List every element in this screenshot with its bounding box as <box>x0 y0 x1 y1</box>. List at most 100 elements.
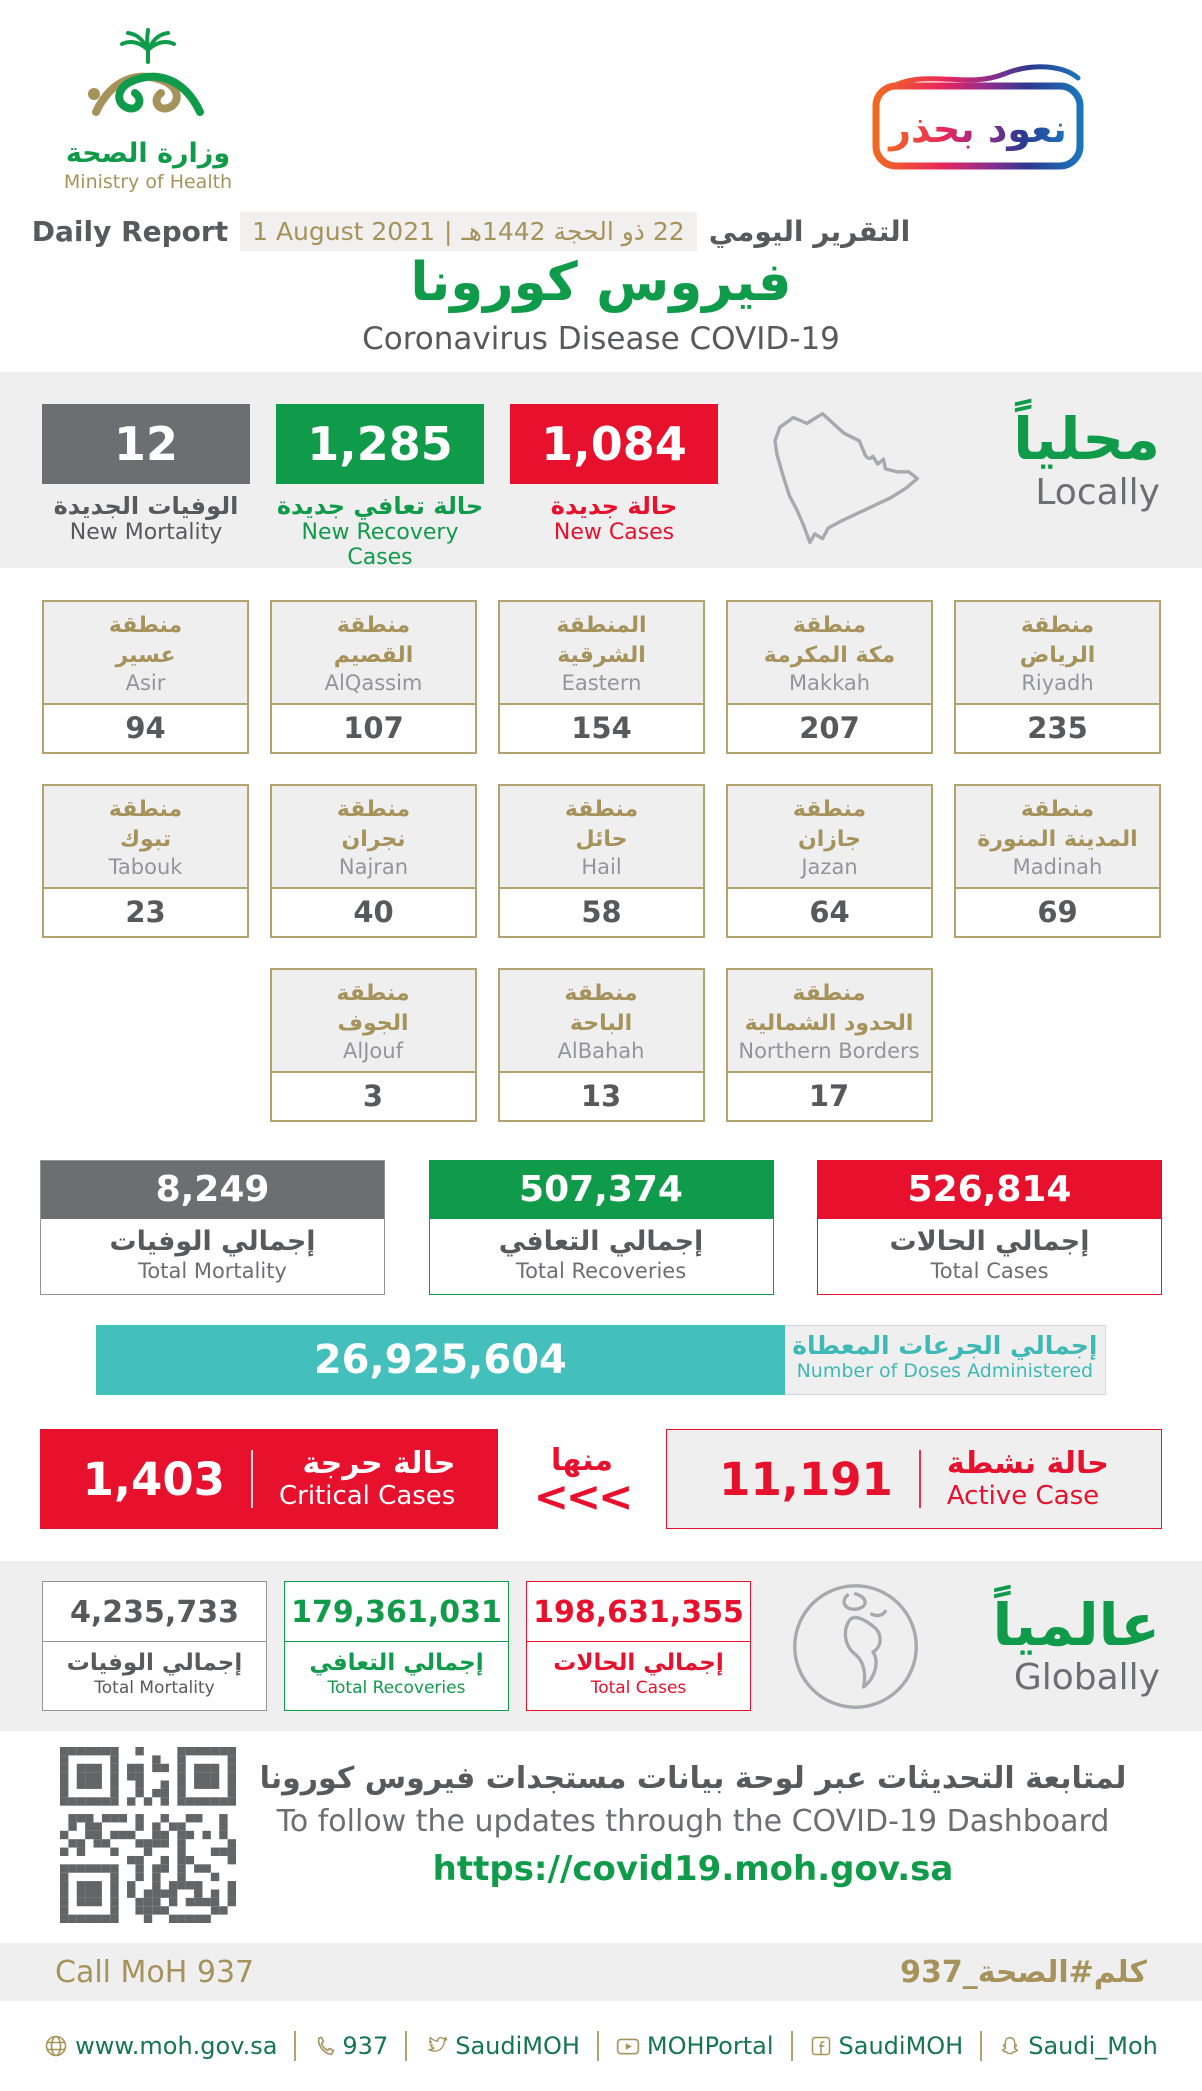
chevrons-left-icon: <<< <box>533 1471 634 1521</box>
dashboard-text: لمتابعة التحديثات عبر لوحة بيانات مستجدا… <box>236 1747 1150 1929</box>
dashboard-line-en: To follow the updates through the COVID-… <box>276 1804 1110 1839</box>
footer-item-phone[interactable]: 937 <box>313 2032 388 2060</box>
region-case-count: 58 <box>581 895 622 929</box>
region-name-ar: نجران <box>341 826 406 852</box>
hashtag-label: كلم#الصحة_937 <box>900 1954 1147 1990</box>
region-case-count: 3 <box>362 1079 384 1113</box>
globally-heading: عالمياً Globally <box>940 1590 1160 1699</box>
divider <box>918 1450 921 1508</box>
dashboard-line-ar: لمتابعة التحديثات عبر لوحة بيانات مستجدا… <box>259 1761 1127 1796</box>
region-name-ar: القصيم <box>333 642 414 668</box>
region-case-count: 17 <box>808 1079 850 1113</box>
region-name-ar: منطقة <box>792 981 866 1006</box>
of-which-connector: منها <<< <box>498 1442 666 1521</box>
footer-item-facebook[interactable]: SaudiMOH <box>810 2032 963 2060</box>
region-case-count: 207 <box>799 711 860 745</box>
doses-label: إجمالي الجرعات المعطاة Number of Doses A… <box>784 1325 1106 1395</box>
total-recoveries-label-ar: إجمالي التعافي <box>498 1226 704 1257</box>
footer-separator <box>596 2031 599 2061</box>
facebook-icon <box>811 2036 830 2056</box>
global-recoveries-label-ar: إجمالي التعافي <box>309 1650 484 1676</box>
divider <box>250 1450 253 1508</box>
region-name-ar: منطقة <box>792 797 867 822</box>
critical-cases-label-en: Critical Cases <box>278 1481 456 1512</box>
global-recoveries-value: 179,361,031 <box>285 1582 508 1642</box>
total-cases-label-ar: إجمالي الحالات <box>889 1226 1090 1257</box>
new-recoveries-label-en: New Recovery Cases <box>301 520 459 570</box>
badge-swoosh <box>883 64 1081 93</box>
region-name-en: Makkah <box>788 671 871 696</box>
qr-code <box>60 1747 236 1923</box>
region-case-count: 40 <box>353 895 394 929</box>
region-name-en: Tabouk <box>108 855 183 880</box>
footer-item-youtube[interactable]: MOHPortal <box>616 2032 774 2060</box>
region-name-ar: حائل <box>575 826 628 852</box>
region-name-ar: المدينة المنورة <box>977 826 1138 852</box>
stat-new-recoveries: 1,285 حالة تعافي جديدة New Recovery Case… <box>276 404 484 570</box>
logo-title-arabic: وزارة الصحة <box>65 138 231 169</box>
region-name-ar: منطقة <box>336 613 411 638</box>
new-recoveries-value: 1,285 <box>276 404 484 484</box>
global-cases-label-ar: إجمالي الحالات <box>553 1650 724 1676</box>
region-name-en: Najran <box>338 855 409 880</box>
footer-contact-bar: www.moh.gov.sa 937 SaudiMOH MOHPortal Sa… <box>0 2001 1202 2091</box>
moh-logo: وزارة الصحة Ministry of Health <box>48 28 248 193</box>
global-cases-value: 198,631,355 <box>527 1582 750 1642</box>
return-with-caution-badge: نعود بحذر <box>864 58 1092 176</box>
footer-separator <box>980 2031 983 2061</box>
page-title-arabic: فيروس كورونا <box>410 252 792 313</box>
region-name-en: Asir <box>125 671 166 696</box>
globally-section: 4,235,733 إجمالي الوفيات Total Mortality… <box>0 1561 1202 1731</box>
doses-administered-bar: 26,925,604 إجمالي الجرعات المعطاة Number… <box>96 1325 1106 1395</box>
region-name-ar: منطقة <box>1020 613 1095 638</box>
new-mortality-label-en: New Mortality <box>69 520 223 545</box>
footer-label: 937 <box>342 2032 389 2060</box>
of-which-label-ar: منها <box>551 1442 613 1478</box>
region-card-asir: منطقة عسير Asir 94 <box>42 600 249 754</box>
global-cases-box: 198,631,355 إجمالي الحالات Total Cases <box>526 1581 751 1711</box>
region-card-najran: منطقة نجران Najran 40 <box>270 784 477 938</box>
region-case-count: 64 <box>809 895 850 929</box>
region-name-ar: الجوف <box>337 1010 409 1036</box>
total-cases-value: 526,814 <box>818 1161 1161 1219</box>
saudi-arabia-map-icon <box>750 404 955 559</box>
region-name-ar: الحدود الشمالية <box>744 1010 914 1036</box>
total-mortality-label-ar: إجمالي الوفيات <box>109 1226 316 1257</box>
daily-report-page: { "colors": { "green":"#109B4A", "red":"… <box>0 28 1202 2061</box>
region-card-eastern: المنطقة الشرقية Eastern 154 <box>498 600 705 754</box>
call-moh-label: Call MoH 937 <box>55 1954 255 1990</box>
region-card-alqassim: منطقة القصيم AlQassim 107 <box>270 600 477 754</box>
badge-text: نعود بحذر <box>887 107 1067 151</box>
daily-report-label-en: Daily Report <box>31 215 229 248</box>
global-recoveries-label-en: Total Recoveries <box>327 1678 466 1698</box>
logo-title-english: Ministry of Health <box>63 171 233 193</box>
footer-item-website[interactable]: www.moh.gov.sa <box>44 2032 277 2060</box>
doses-label-ar: إجمالي الجرعات المعطاة <box>792 1331 1098 1360</box>
region-name-ar: تبوك <box>119 826 172 852</box>
moh-emblem-icon <box>88 28 204 116</box>
new-cases-label-ar: حالة جديدة <box>550 492 678 520</box>
critical-cases-box: 1,403 حالة حرجة Critical Cases <box>40 1429 498 1529</box>
globally-heading-ar: عالمياً <box>992 1590 1160 1659</box>
region-name-en: Jazan <box>801 855 858 880</box>
footer-item-twitter[interactable]: SaudiMOH <box>424 2032 580 2060</box>
global-mortality-box: 4,235,733 إجمالي الوفيات Total Mortality <box>42 1581 267 1711</box>
region-name-en: AlBahah <box>557 1039 645 1064</box>
twitter-icon <box>428 2036 448 2052</box>
region-name-en: Eastern <box>561 671 642 696</box>
region-name-ar: الباحة <box>569 1010 633 1036</box>
call-moh-strip: Call MoH 937 كلم#الصحة_937 <box>0 1943 1202 2001</box>
date-separator: | <box>444 217 453 246</box>
region-name-ar: المنطقة <box>556 613 647 638</box>
locally-heading-en: Locally <box>1035 471 1160 513</box>
page-title-english: Coronavirus Disease COVID-19 <box>362 321 840 357</box>
active-cases-value: 11,191 <box>719 1452 893 1506</box>
footer-item-snapchat[interactable]: Saudi_Moh <box>999 2032 1158 2060</box>
region-card-northern-borders: منطقة الحدود الشمالية Northern Borders 1… <box>725 968 933 1122</box>
locally-heading: محلياً Locally <box>961 404 1160 513</box>
region-case-count: 69 <box>1037 895 1078 929</box>
dashboard-url-link[interactable]: https://covid19.moh.gov.sa <box>432 1849 954 1889</box>
region-case-count: 13 <box>580 1079 622 1113</box>
youtube-icon <box>616 2038 640 2055</box>
daily-report-label-ar: التقرير اليومي <box>708 215 911 248</box>
